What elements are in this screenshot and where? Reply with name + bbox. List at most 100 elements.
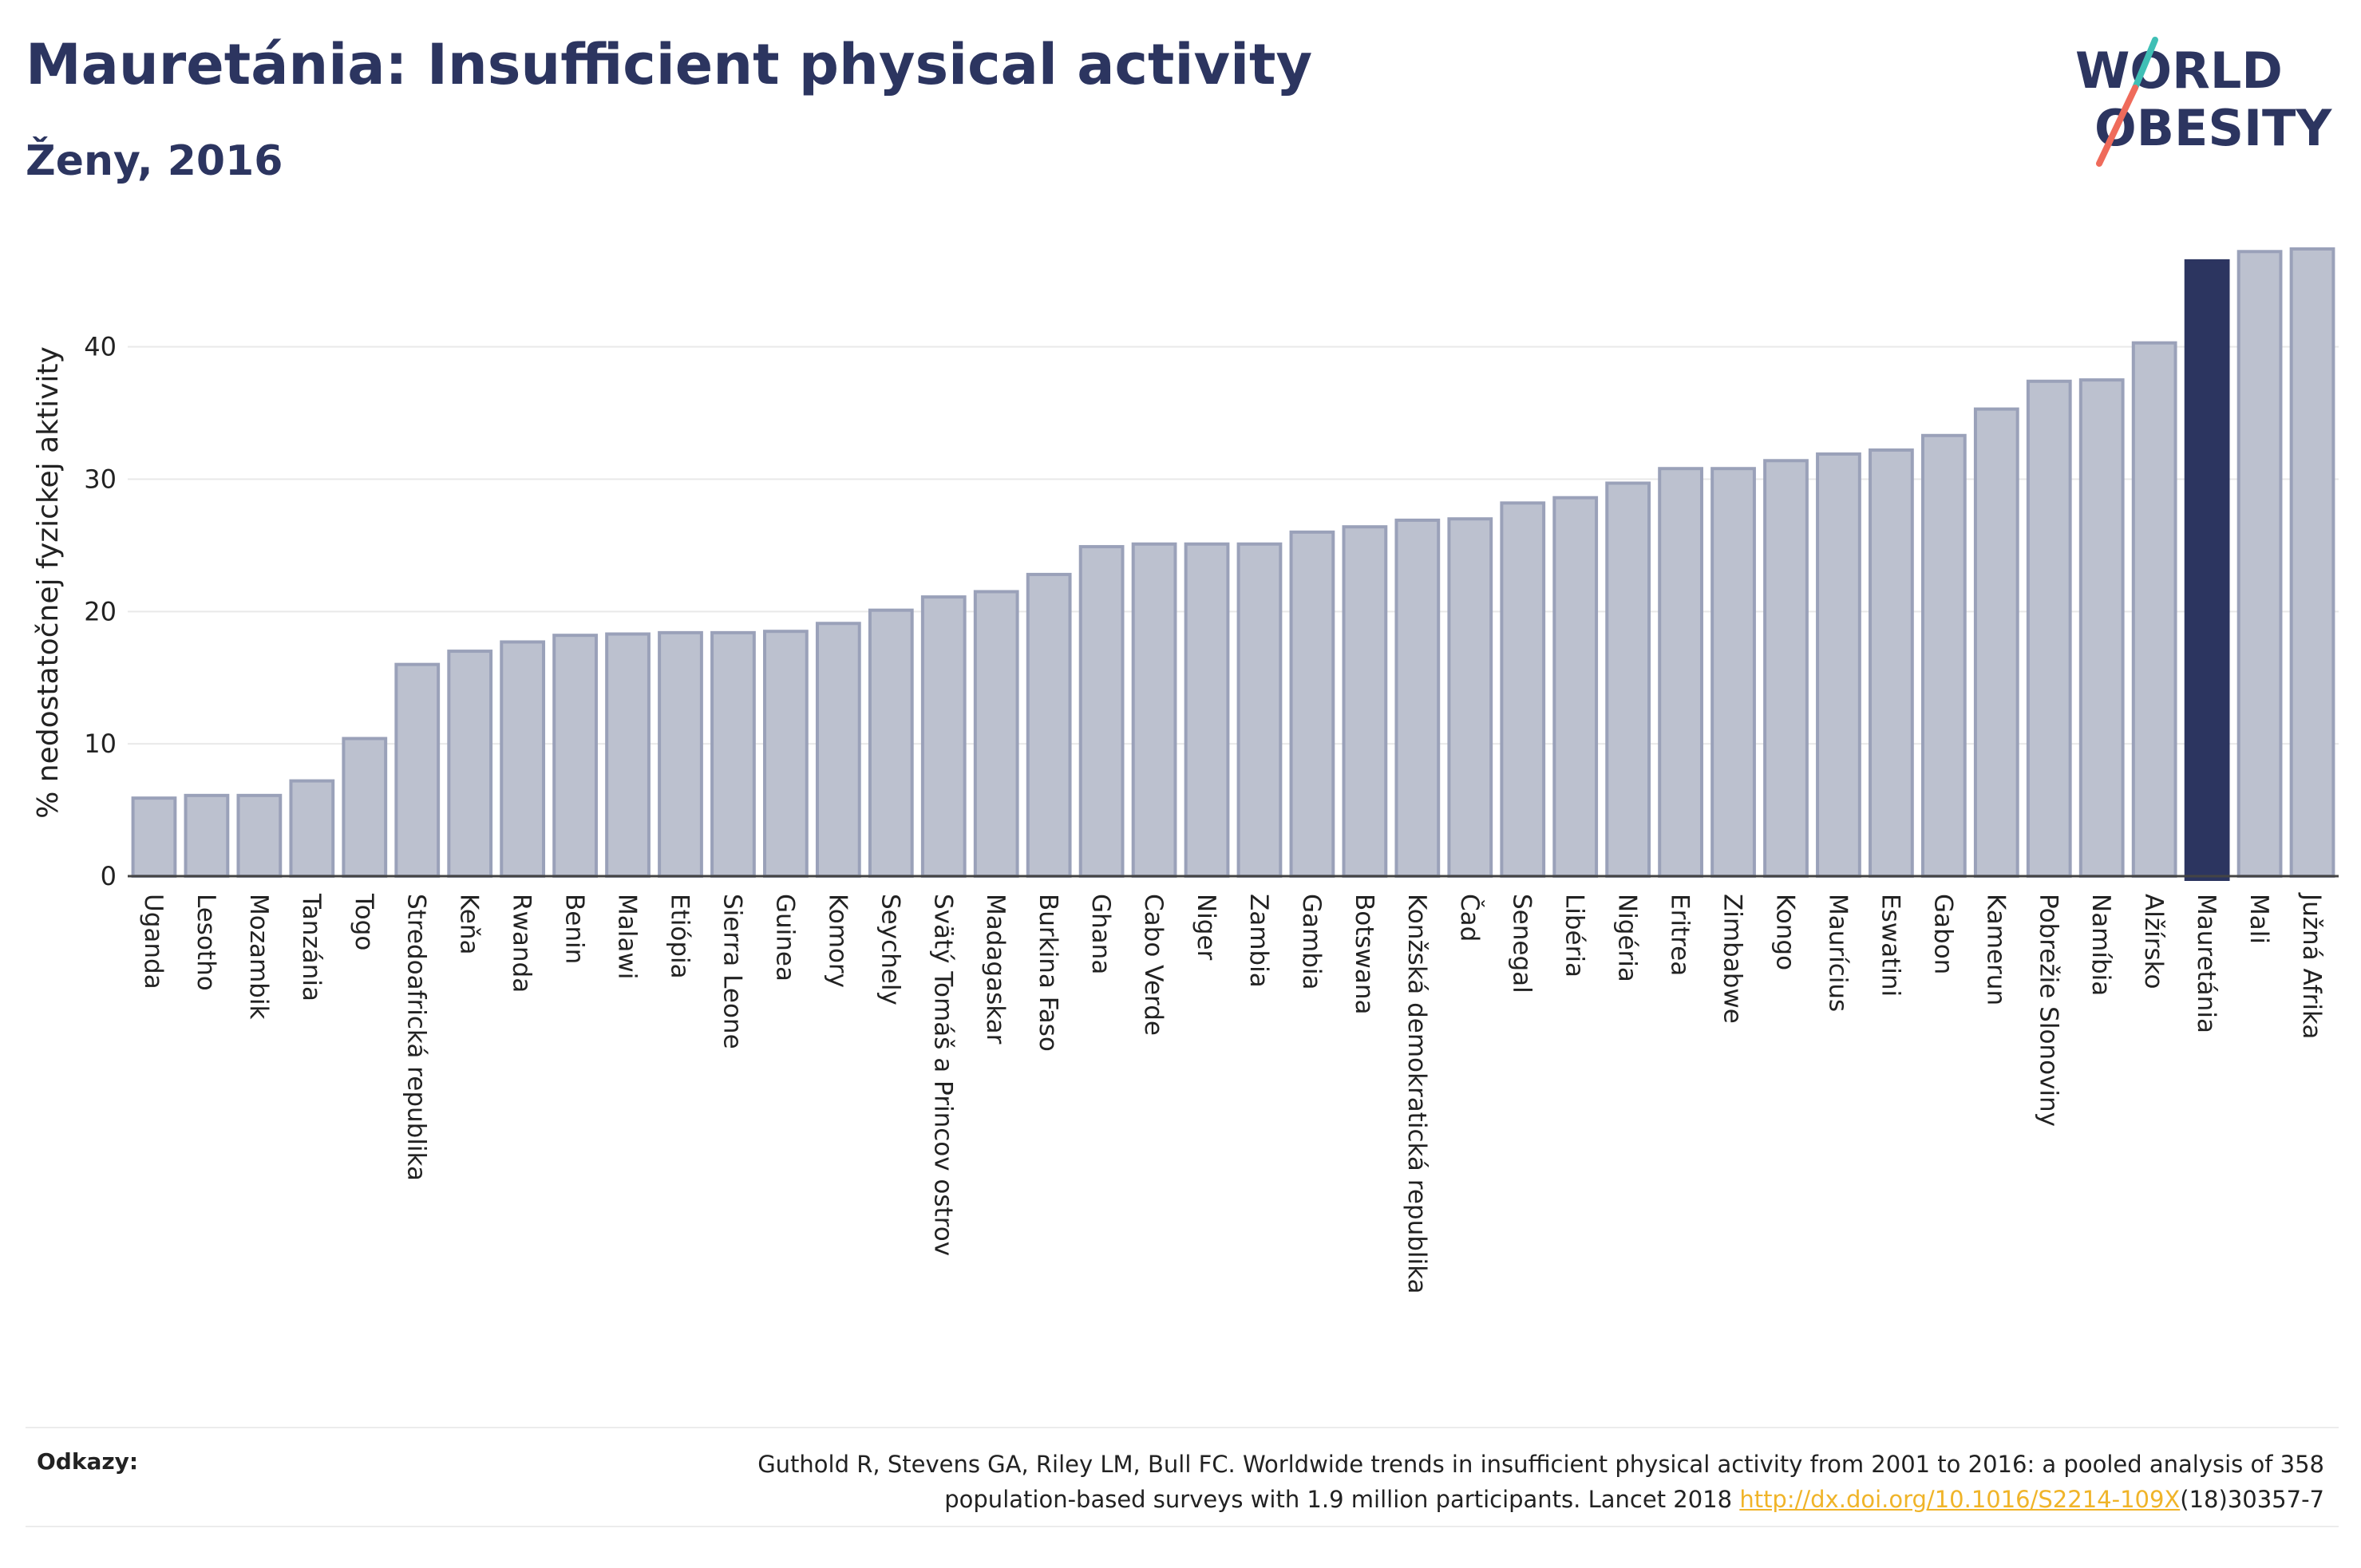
x-tick-label: Rwanda — [508, 894, 536, 993]
x-tick-label: Eswatini — [1876, 894, 1904, 997]
bar-32 — [1816, 452, 1861, 878]
x-tick-label: Mali — [2244, 894, 2273, 944]
bar-13 — [815, 622, 861, 879]
bar-18 — [1078, 545, 1125, 878]
bar-20 — [1184, 542, 1230, 879]
bar-1 — [184, 793, 230, 879]
x-tick-label: Kongo — [1771, 894, 1800, 970]
footer-divider-top — [26, 1427, 2339, 1428]
x-tick-label: Mauretánia — [2192, 894, 2221, 1033]
footer-divider-bottom — [26, 1526, 2339, 1527]
bar-16 — [973, 590, 1019, 878]
bar-chart: 0 10 20 30 40 % nedostatočnej fyzickej aktivi… — [32, 247, 2339, 1294]
logo-slash-top — [2132, 37, 2158, 91]
bar-14 — [868, 608, 914, 878]
y-tick-label: 40 — [84, 332, 117, 362]
references-label: Odkazy: — [37, 1448, 139, 1475]
reference-line2: population-based surveys with 1.9 millio… — [944, 1486, 1740, 1513]
bar-33 — [1869, 448, 1914, 878]
bar-17 — [1026, 572, 1072, 879]
x-tick-label: Gabon — [1928, 894, 1957, 974]
y-tick-label: 20 — [84, 596, 117, 626]
x-tick-label: Zambia — [1244, 894, 1273, 988]
bar-11 — [710, 630, 756, 878]
x-tick-label: Maurícius — [1823, 894, 1852, 1012]
bar-21 — [1236, 542, 1283, 879]
bar-3 — [289, 779, 335, 878]
x-tick-label: Južná Afrika — [2297, 892, 2326, 1039]
x-tick-label: Zimbabwe — [1718, 894, 1747, 1024]
bar-36 — [2026, 379, 2072, 878]
bar-23 — [1342, 525, 1388, 878]
x-tick-label: Čad — [1455, 894, 1485, 942]
x-tick-label: Lesotho — [192, 894, 220, 991]
world-obesity-logo: WORLD OBESITY — [2075, 37, 2332, 167]
x-tick-label: Ghana — [1086, 894, 1115, 974]
chart-title: Mauretánia: Insufficient physical activi… — [26, 32, 1313, 97]
bar-12 — [763, 630, 809, 878]
x-tick-label: Togo — [350, 893, 378, 950]
x-tick-label: Nigéria — [1613, 894, 1642, 982]
grid-lines — [128, 346, 2339, 745]
bar-5 — [394, 662, 441, 879]
bar-39 — [2184, 259, 2230, 881]
reference-suffix: (18)30357-7 — [2180, 1486, 2324, 1513]
x-tick-label: Mozambik — [244, 894, 273, 1019]
x-tick-label: Benin — [560, 894, 589, 964]
bar-7 — [500, 640, 546, 878]
x-tick-label: Madagaskar — [981, 894, 1010, 1045]
bar-35 — [1973, 407, 2019, 878]
bar-9 — [605, 632, 651, 879]
chart-subtitle: Ženy, 2016 — [26, 137, 283, 185]
bar-25 — [1447, 517, 1493, 878]
bar-30 — [1710, 467, 1756, 878]
x-tick-label: Konžská demokratická republika — [1402, 894, 1431, 1294]
bar-4 — [342, 737, 388, 878]
x-tick-label: Svätý Tomáš a Princov ostrov — [928, 894, 957, 1256]
bar-22 — [1289, 530, 1335, 878]
bar-28 — [1605, 481, 1651, 878]
x-tick-label: Niger — [1192, 894, 1220, 961]
bar-37 — [2078, 378, 2125, 878]
x-tick-label: Malawi — [613, 894, 642, 979]
bar-41 — [2289, 247, 2335, 878]
reference-doi-link[interactable]: http://dx.doi.org/10.1016/S2214-109X — [1739, 1486, 2181, 1513]
x-tick-label: Uganda — [139, 894, 168, 989]
bar-26 — [1500, 501, 1546, 878]
bar-40 — [2236, 250, 2283, 878]
bar-2 — [236, 793, 283, 879]
y-axis-title: % nedostatočnej fyzickej aktivity — [32, 346, 65, 819]
bar-29 — [1658, 467, 1703, 878]
reference-line1: Guthold R, Stevens GA, Riley LM, Bull FC… — [757, 1451, 2324, 1478]
x-tick-label: Kamerun — [1981, 894, 2010, 1005]
bar-15 — [920, 595, 967, 878]
bar-31 — [1763, 459, 1809, 878]
x-tick-label: Libéria — [1560, 894, 1589, 978]
bar-8 — [552, 634, 598, 879]
y-tick-label: 10 — [84, 729, 117, 759]
bar-24 — [1394, 518, 1441, 878]
x-tick-label: Burkina Faso — [1034, 894, 1062, 1052]
x-tick-label: Keňa — [455, 894, 484, 955]
x-tick-label: Botswana — [1350, 894, 1378, 1015]
bar-6 — [447, 650, 493, 878]
bar-38 — [2131, 341, 2177, 879]
x-tick-label: Senegal — [1508, 894, 1536, 993]
bar-0 — [131, 796, 177, 878]
x-tick-label: Sierra Leone — [718, 894, 746, 1049]
x-tick-label: Namíbia — [2086, 894, 2115, 996]
bar-19 — [1131, 542, 1177, 879]
bar-10 — [658, 630, 703, 878]
x-tick-label: Stredoafrická republika — [402, 894, 431, 1181]
x-tick-label: Komory — [823, 894, 852, 988]
x-tick-label: Seychely — [876, 894, 904, 1005]
y-tick-label: 0 — [101, 861, 117, 891]
bar-27 — [1552, 496, 1599, 878]
category-labels: Uganda Lesotho Mozambik Tanzánia Togo Stredoa… — [139, 892, 2326, 1294]
x-tick-label: Pobrežie Slonoviny — [2034, 894, 2062, 1127]
x-tick-label: Tanzánia — [297, 893, 326, 1001]
logo-word-world: WORLD — [2075, 41, 2283, 100]
axes: 0 10 20 30 40 % nedostatočnej fyzickej aktivi… — [32, 332, 2339, 891]
logo-slash-bottom — [2096, 85, 2138, 167]
x-tick-label: Alžírsko — [2139, 894, 2168, 989]
